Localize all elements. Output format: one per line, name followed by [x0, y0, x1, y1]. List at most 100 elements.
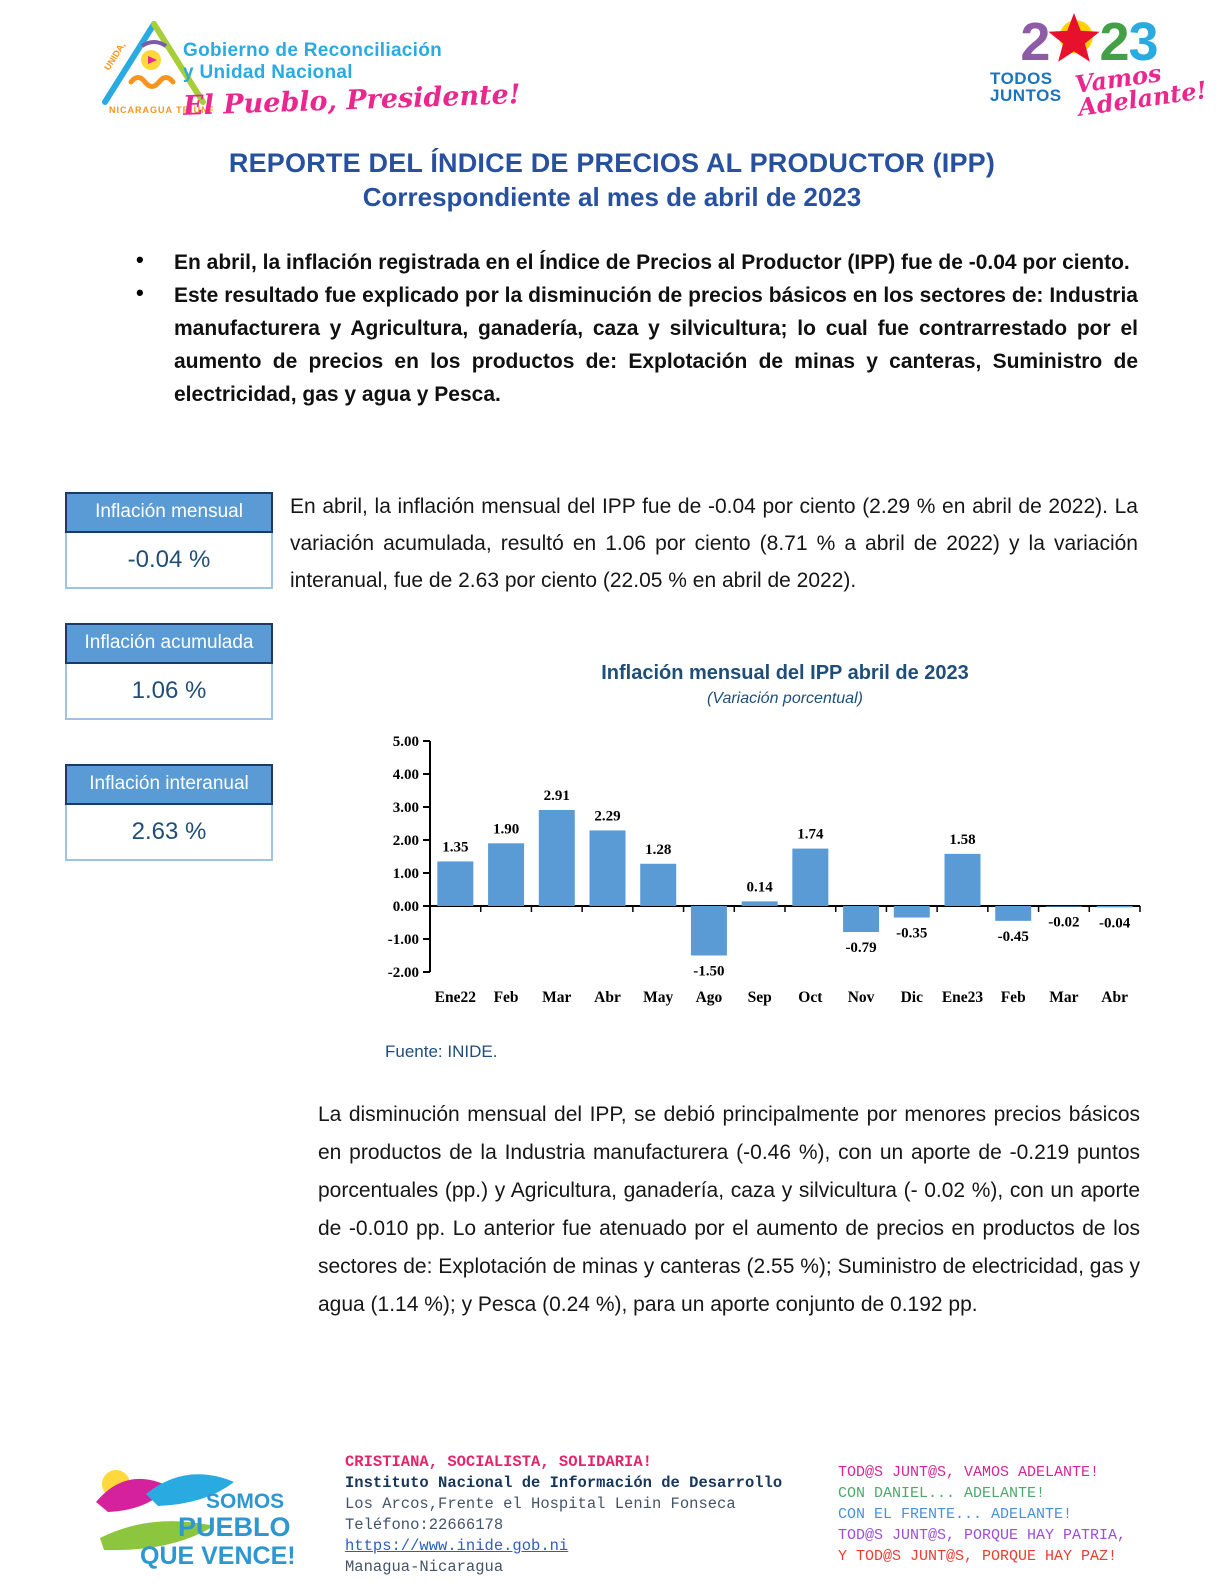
bullet-item: • En abril, la inflación registrada en el… — [136, 246, 1138, 279]
stat-value: 2.63 % — [65, 805, 273, 861]
footer-institute: Instituto Nacional de Información de Des… — [345, 1474, 783, 1492]
footer-contact-block: CRISTIANA, SOCIALISTA, SOLIDARIA! Instit… — [345, 1452, 782, 1578]
bullet-item: • Este resultado fue explicado por la dis… — [136, 279, 1138, 411]
bar-value-label: -0.02 — [1048, 915, 1079, 931]
x-category-label: Ene22 — [435, 989, 477, 1006]
x-category-label: Abr — [1101, 989, 1128, 1006]
bar-value-label: 1.90 — [493, 821, 519, 837]
bar-value-label: -0.35 — [896, 926, 927, 942]
nicaragua-triangle-emblem-icon: UNIDA, NICARAGUA TRIUNFA! — [102, 21, 213, 115]
summary-paragraph: En abril, la inflación mensual del IPP f… — [290, 495, 1138, 592]
bar-value-label: 0.14 — [747, 879, 774, 895]
chart-bar — [538, 809, 575, 906]
page-title: REPORTE DEL ÍNDICE DE PRECIOS AL PRODUCT… — [60, 146, 1164, 214]
stat-value: 1.06 % — [65, 664, 273, 720]
stat-value: -0.04 % — [65, 533, 273, 589]
y-tick-label: 2.00 — [393, 833, 419, 849]
pueblo-somos-text: SOMOS — [206, 1490, 284, 1513]
bar-value-label: -0.45 — [998, 929, 1029, 945]
ipp-bar-chart: 5.00 4.00 3.00 2.00 1.00 0.00 -1.00 -2.00 1.35 En… — [375, 726, 1155, 1021]
gov-logo-line2: y Unidad Nacional — [183, 62, 353, 83]
y-tick-label: -1.00 — [388, 932, 419, 948]
title-line2: Correspondiente al mes de abril de 2023 — [362, 182, 862, 212]
analysis-paragraph: La disminución mensual del IPP, se debió… — [318, 1103, 1140, 1316]
bullets-list: • En abril, la inflación registrada en el… — [136, 246, 1138, 411]
y-tick-label: 3.00 — [393, 800, 419, 816]
bullet-text: En abril, la inflación registrada en el … — [174, 251, 1130, 274]
chart-title: Inflación mensual del IPP abril de 2023 — [601, 662, 969, 684]
bar-value-label: 2.29 — [594, 808, 620, 824]
chart-bar — [488, 843, 525, 906]
x-category-label: Abr — [594, 989, 621, 1006]
bar-value-label: 2.91 — [544, 788, 570, 804]
x-category-label: Sep — [748, 989, 772, 1006]
x-category-label: Ago — [696, 989, 723, 1006]
digit-2b: 2 — [1099, 12, 1129, 72]
title-line1: REPORTE DEL ÍNDICE DE PRECIOS AL PRODUCT… — [228, 148, 996, 178]
footer-address: Los Arcos,Frente el Hospital Lenin Fonse… — [345, 1495, 736, 1513]
bar-value-label: 1.58 — [949, 832, 975, 848]
chart-bar — [1096, 906, 1133, 908]
stat-box-accumulated: Inflación acumulada 1.06 % — [65, 623, 273, 720]
bar-value-label: -1.50 — [693, 964, 724, 980]
chart-bar — [640, 863, 677, 906]
footer-slogan: CRISTIANA, SOCIALISTA, SOLIDARIA! — [345, 1453, 652, 1471]
bar-value-label: 1.28 — [645, 842, 671, 858]
stat-label: Inflación interanual — [65, 764, 273, 805]
chart-source: Fuente: INIDE. — [385, 1042, 498, 1061]
digit-2: 2 — [1020, 12, 1050, 72]
chart-bar — [589, 830, 626, 906]
footer-slogan-line: TOD@S JUNT@S, PORQUE HAY PATRIA, — [838, 1527, 1127, 1544]
footer-phone: Teléfono:22666178 — [345, 1516, 504, 1534]
digit-3: 3 — [1128, 12, 1159, 72]
chart-bar — [893, 906, 930, 918]
bullet-dot-icon: • — [136, 280, 144, 305]
bullet-text: Este resultado fue explicado por la dism… — [174, 284, 1138, 406]
y-tick-label: 0.00 — [393, 899, 419, 915]
gov-logo-line1: Gobierno de Reconciliación — [183, 40, 443, 61]
x-category-label: Mar — [1049, 989, 1078, 1006]
chart-bar — [741, 901, 778, 906]
year-digits: 2 2 3 — [984, 12, 1194, 72]
y-tick-label: 4.00 — [393, 767, 419, 783]
pueblo-pueblo-text: PUEBLO — [178, 1512, 291, 1542]
x-category-label: Mar — [542, 989, 571, 1006]
chart-bar — [843, 906, 880, 933]
stat-box-monthly: Inflación mensual -0.04 % — [65, 492, 273, 589]
x-category-label: Feb — [1001, 989, 1026, 1006]
x-category-label: May — [643, 989, 673, 1006]
x-category-label: Oct — [798, 989, 823, 1006]
bar-value-label: 1.35 — [442, 839, 468, 855]
stat-label: Inflación mensual — [65, 492, 273, 533]
x-category-label: Nov — [848, 989, 875, 1006]
footer-website-link[interactable]: https://www.inide.gob.ni — [345, 1537, 569, 1555]
footer-city: Managua-Nicaragua — [345, 1558, 504, 1576]
bar-value-label: 1.74 — [797, 827, 824, 843]
y-tick-label: -2.00 — [388, 965, 419, 981]
star-zero-icon — [1048, 13, 1101, 62]
bar-value-label: -0.04 — [1099, 915, 1131, 931]
x-category-label: Feb — [494, 989, 519, 1006]
chart-bar — [995, 906, 1032, 921]
chart-bar — [690, 906, 727, 956]
footer-slogan-line: CON EL FRENTE... ADELANTE! — [838, 1506, 1073, 1523]
pueblo-vence-text: QUE VENCE! — [140, 1542, 296, 1570]
chart-bar — [792, 848, 829, 906]
todos-juntos-text: TODOS JUNTOS — [990, 69, 1062, 105]
gov-logo-slogan: El Pueblo, Presidente! — [182, 79, 522, 122]
chart-bar — [437, 861, 474, 906]
somos-pueblo-logo: SOMOS PUEBLO QUE VENCE! — [96, 1470, 296, 1570]
government-logo: UNIDA, NICARAGUA TRIUNFA! Gobierno de Re… — [95, 14, 521, 122]
x-category-label: Dic — [901, 989, 924, 1006]
y-tick-label: 5.00 — [393, 734, 419, 750]
x-category-label: Ene23 — [942, 989, 984, 1006]
y-tick-label: 1.00 — [393, 866, 419, 882]
footer-slogan-line: Y TOD@S JUNT@S, PORQUE HAY PAZ! — [838, 1548, 1118, 1565]
stat-box-interannual: Inflación interanual 2.63 % — [65, 764, 273, 861]
footer-slogan-line: TOD@S JUNT@S, VAMOS ADELANTE! — [838, 1464, 1100, 1481]
bullet-dot-icon: • — [136, 247, 144, 272]
footer-slogans-block: TOD@S JUNT@S, VAMOS ADELANTE! CON DANIEL.… — [838, 1462, 1126, 1567]
chart-bar — [1045, 906, 1082, 907]
emblem-triunfa-text: NICARAGUA TRIUNFA! — [109, 105, 213, 115]
